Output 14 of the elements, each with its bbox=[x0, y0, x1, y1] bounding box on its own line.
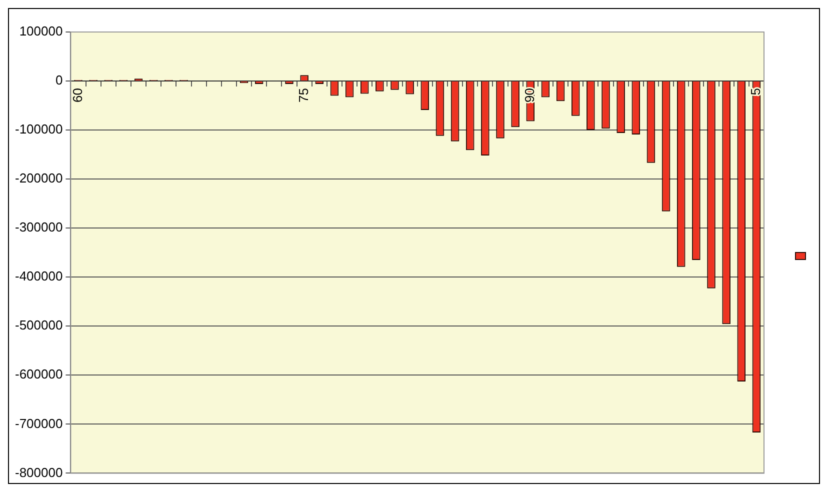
y-tick-label: -100000 bbox=[14, 122, 63, 137]
y-tick-label: -700000 bbox=[14, 416, 63, 431]
y-tick-label: -600000 bbox=[14, 366, 63, 382]
y-tick-label: -300000 bbox=[14, 220, 63, 235]
y-tick-label: -500000 bbox=[14, 318, 63, 333]
x-tick-label: 5 bbox=[748, 88, 764, 96]
x-tick-label: 75 bbox=[296, 88, 311, 102]
y-tick-label: -400000 bbox=[14, 268, 63, 284]
y-tick-label: -200000 bbox=[14, 170, 63, 186]
x-tick-label: 90 bbox=[522, 88, 537, 102]
y-tick-label: 0 bbox=[55, 72, 63, 88]
x-tick-label: 60 bbox=[70, 88, 85, 102]
y-tick-label: -800000 bbox=[14, 464, 63, 480]
y-tick-label: 100000 bbox=[19, 24, 63, 39]
